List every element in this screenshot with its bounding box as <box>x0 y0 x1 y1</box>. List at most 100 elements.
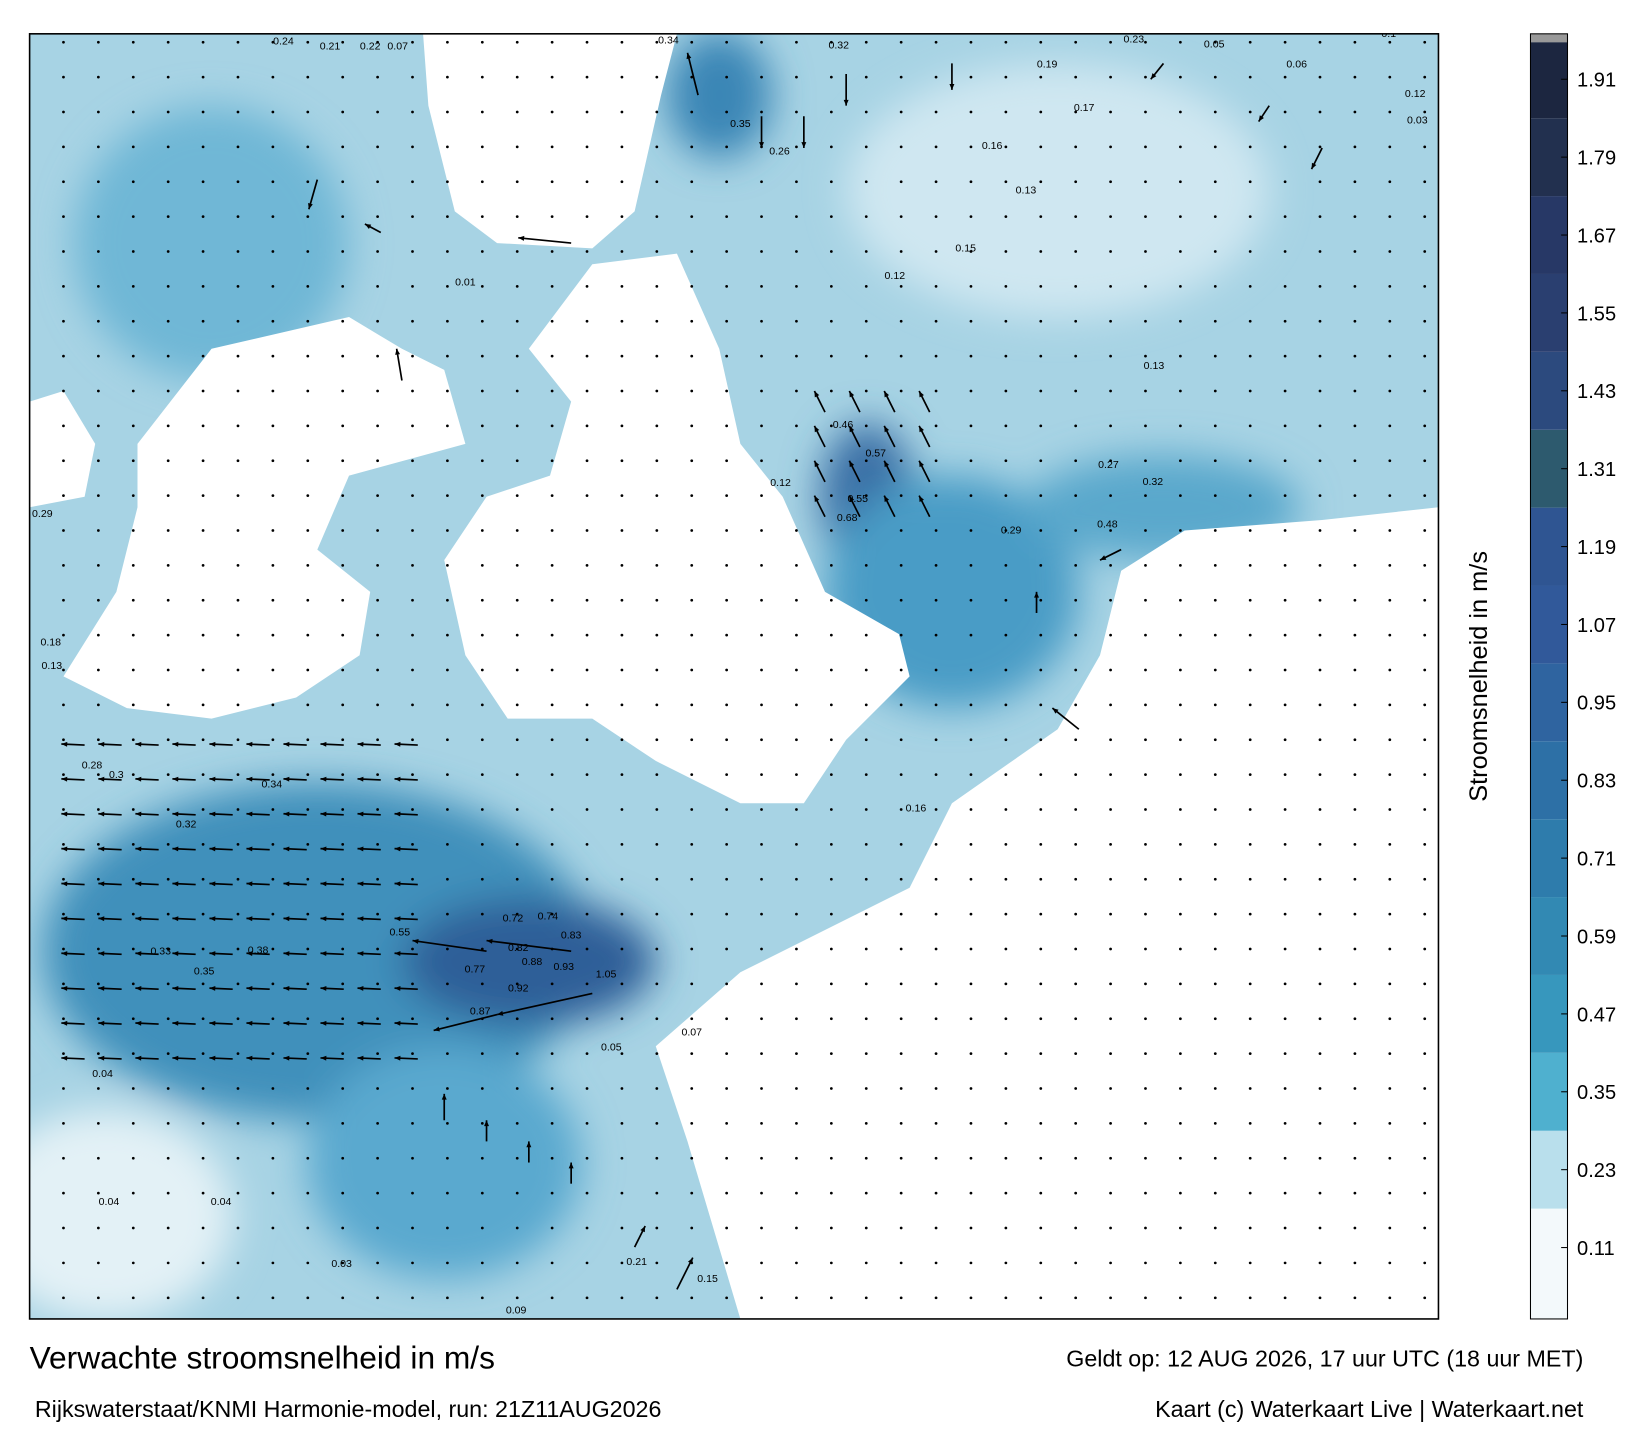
vector-dot <box>201 1087 205 1090</box>
vector-dot <box>131 947 135 951</box>
valid-time: Geldt op: 12 AUG 2026, 17 uur UTC (18 uu… <box>1066 1346 1583 1372</box>
arrow-head <box>1034 591 1040 598</box>
vector-dot <box>411 773 414 777</box>
vector-dot <box>341 40 345 44</box>
arrow-head <box>441 1093 447 1100</box>
vector-dot <box>62 1191 65 1195</box>
vector-dot <box>515 145 519 149</box>
vector-dot <box>1039 354 1043 358</box>
vector-dot <box>411 110 414 114</box>
vector-dot <box>934 633 938 637</box>
vector-dot <box>236 529 240 532</box>
vector-dot <box>550 389 554 393</box>
vector-dot <box>829 633 833 637</box>
vector-dot <box>1039 773 1043 777</box>
arrow-head <box>98 881 105 887</box>
vector-dot <box>271 494 275 498</box>
vector-dot <box>760 877 763 881</box>
vector-dot <box>585 494 589 498</box>
vector-dot <box>1004 1156 1008 1160</box>
vector-dot <box>376 250 379 253</box>
vector-dot <box>690 354 694 358</box>
vector-dot <box>829 947 833 951</box>
vector-dot <box>899 180 903 184</box>
vector-dot <box>1213 75 1217 79</box>
vector-dot <box>131 703 135 707</box>
vector-dot <box>131 285 135 288</box>
vector-dot <box>1074 1261 1078 1265</box>
vector-dot <box>1318 354 1322 358</box>
vector-dot <box>864 110 868 114</box>
arrow-head <box>412 938 419 944</box>
vector-dot <box>446 1191 449 1195</box>
vector-dot <box>1283 145 1287 149</box>
vector-dot <box>515 912 519 916</box>
vector-dot <box>1213 1017 1217 1021</box>
vector-dot <box>236 912 240 916</box>
vector-dot <box>969 808 973 811</box>
vector-dot <box>1074 877 1078 881</box>
vector-dot <box>1039 947 1043 951</box>
vector-dot <box>1318 529 1322 532</box>
vector-dot <box>969 564 973 567</box>
vector-dot <box>1283 1261 1287 1265</box>
vector-dot <box>795 843 798 846</box>
vector-dot <box>899 145 903 149</box>
arrow-head <box>919 425 924 433</box>
vector-dot <box>376 529 379 532</box>
vector-dot <box>446 564 449 567</box>
speed-label: 0.13 <box>1016 184 1037 196</box>
arrow-head <box>98 1020 105 1026</box>
vector-dot <box>1388 389 1392 393</box>
vector-dot <box>1004 40 1008 44</box>
vector-dot <box>1213 668 1217 672</box>
vector-dot <box>934 982 938 986</box>
vector-dot <box>1318 40 1322 44</box>
vector-dot <box>1213 1122 1217 1125</box>
vector-dot <box>829 424 833 428</box>
vector-dot <box>62 285 65 288</box>
vector-dot <box>969 947 973 951</box>
vector-dot <box>411 1052 414 1056</box>
vector-dot <box>1248 773 1252 777</box>
vector-dot <box>550 633 554 637</box>
speed-label: 0.29 <box>1001 525 1022 537</box>
vector-dot <box>1283 529 1287 532</box>
vector-dot <box>96 389 100 393</box>
vector-dot <box>1248 40 1252 44</box>
vector-dot <box>131 598 135 602</box>
vector-dot <box>341 843 345 846</box>
vector-dot <box>1109 459 1112 463</box>
vector-dot <box>201 877 205 881</box>
vector-dot <box>306 982 310 986</box>
vector-dot <box>585 40 589 44</box>
speed-label: 0.15 <box>955 243 976 255</box>
arrow-head <box>814 495 820 502</box>
vector-dot <box>376 912 379 916</box>
vector-dot <box>795 494 798 498</box>
speed-label: 0.55 <box>390 926 411 938</box>
vector-dot <box>96 877 100 881</box>
vector-dot <box>201 1156 205 1160</box>
vector-dot <box>96 40 100 44</box>
vector-dot <box>1423 1156 1427 1160</box>
vector-dot <box>271 773 275 777</box>
vector-dot <box>550 843 554 846</box>
arrow-head <box>283 776 290 782</box>
vector-dot <box>376 1156 379 1160</box>
vector-dot <box>201 215 205 219</box>
vector-dot <box>1179 215 1182 219</box>
vector-dot <box>446 145 449 149</box>
vector-dot <box>899 843 903 846</box>
vector-dot <box>899 389 903 393</box>
arrow-head <box>357 881 364 887</box>
vector-dot <box>376 40 379 44</box>
vector-dot <box>515 1087 519 1090</box>
vector-dot <box>1213 319 1217 323</box>
vector-dot <box>1248 668 1252 672</box>
vector-dot <box>1388 564 1392 567</box>
vector-dot <box>550 773 554 777</box>
vector-dot <box>306 877 310 881</box>
vector-dot <box>864 319 868 323</box>
